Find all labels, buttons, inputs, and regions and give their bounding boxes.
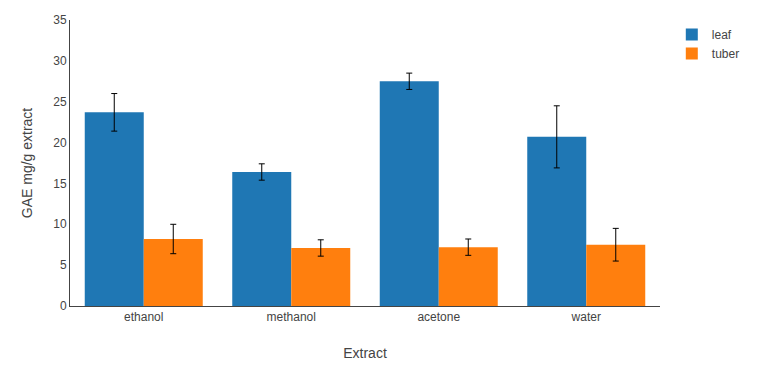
svg-text:0: 0 bbox=[60, 299, 67, 313]
svg-text:15: 15 bbox=[53, 177, 67, 191]
svg-text:tuber: tuber bbox=[712, 47, 739, 61]
svg-text:25: 25 bbox=[53, 95, 67, 109]
svg-text:leaf: leaf bbox=[712, 28, 732, 42]
svg-text:5: 5 bbox=[60, 258, 67, 272]
svg-text:water: water bbox=[571, 310, 601, 324]
svg-text:methanol: methanol bbox=[267, 310, 316, 324]
svg-text:acetone: acetone bbox=[417, 310, 460, 324]
svg-text:35: 35 bbox=[53, 13, 67, 27]
svg-text:ethanol: ethanol bbox=[124, 310, 163, 324]
svg-text:10: 10 bbox=[53, 217, 67, 231]
svg-text:30: 30 bbox=[53, 54, 67, 68]
svg-text:Extract: Extract bbox=[343, 345, 387, 361]
svg-text:20: 20 bbox=[53, 136, 67, 150]
svg-text:GAE mg/g extract: GAE mg/g extract bbox=[19, 108, 35, 219]
